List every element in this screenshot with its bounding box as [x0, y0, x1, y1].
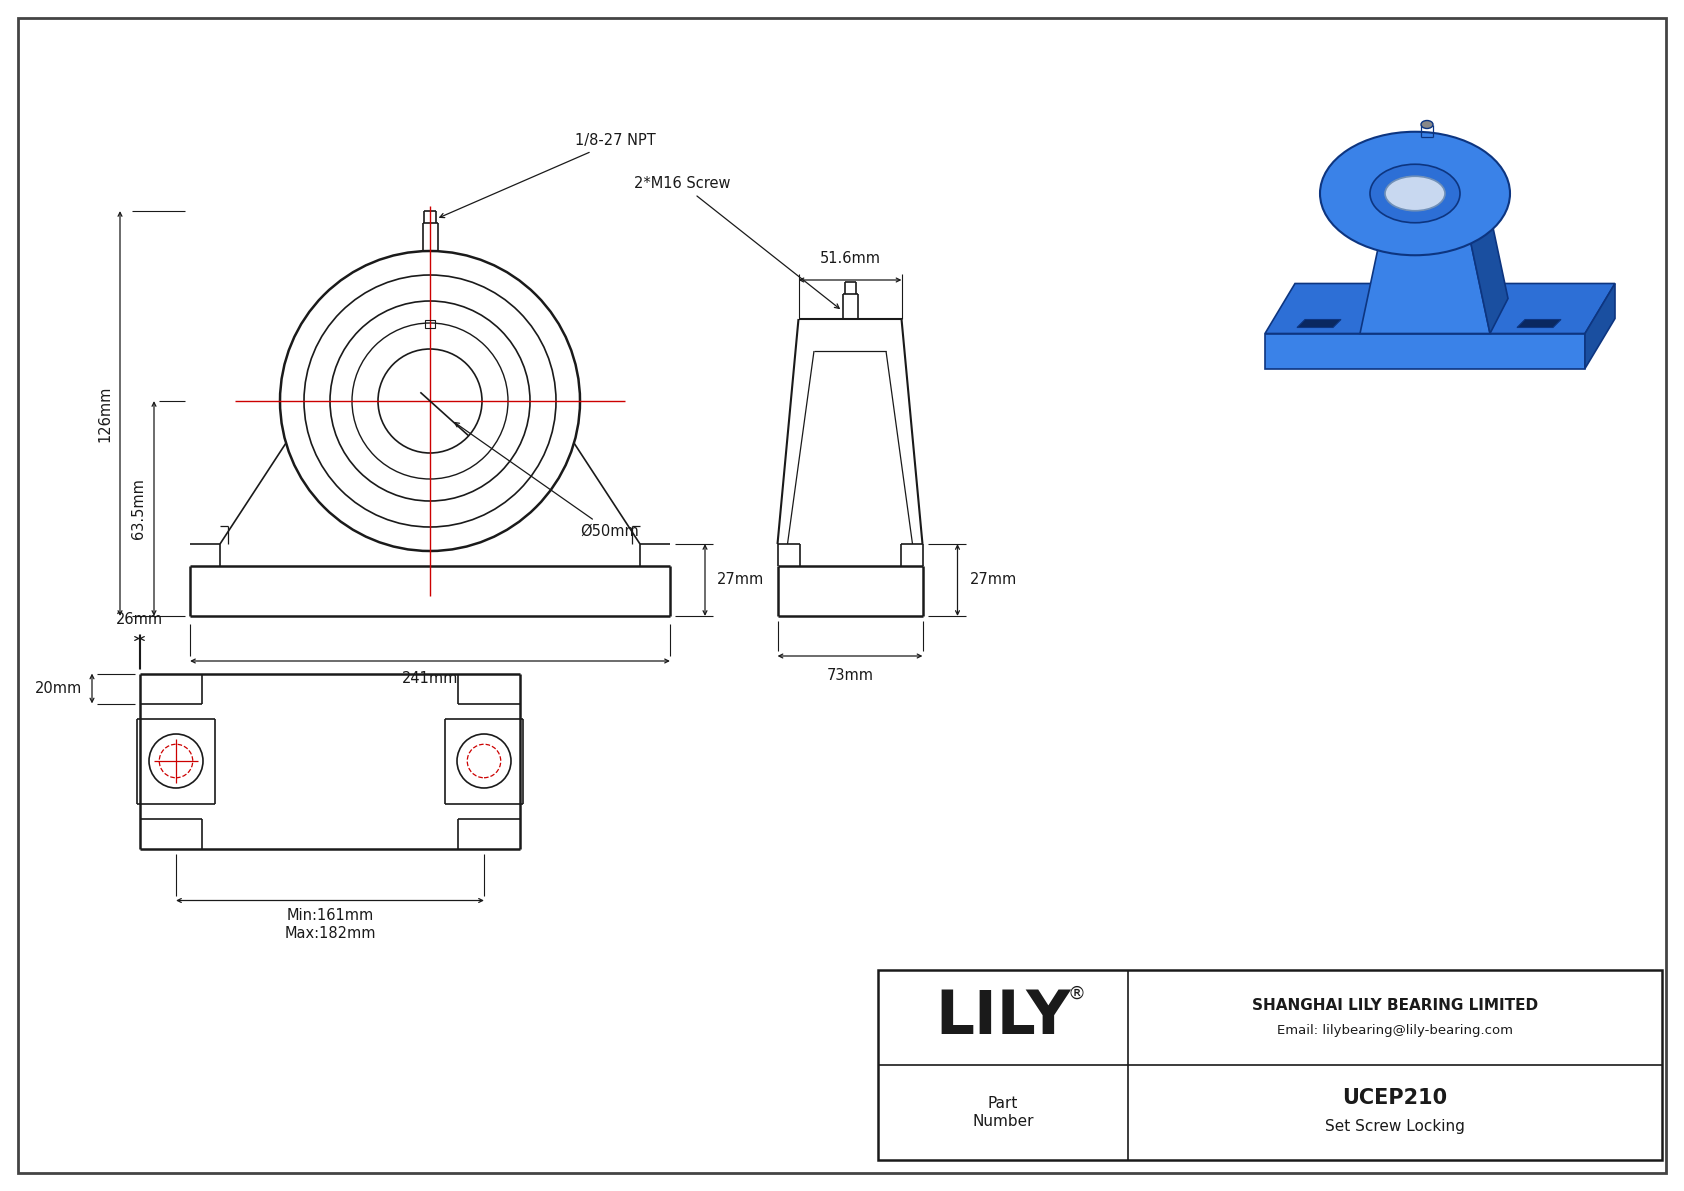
Text: 241mm: 241mm [402, 671, 458, 686]
Polygon shape [1265, 283, 1615, 333]
Text: Set Screw Locking: Set Screw Locking [1325, 1120, 1465, 1134]
Text: Email: lilybearing@lily-bearing.com: Email: lilybearing@lily-bearing.com [1276, 1024, 1512, 1037]
Text: 26mm: 26mm [116, 611, 163, 626]
Text: 27mm: 27mm [717, 573, 765, 587]
Polygon shape [1265, 333, 1585, 368]
Text: 27mm: 27mm [970, 573, 1017, 587]
Text: 20mm: 20mm [35, 681, 83, 696]
Polygon shape [1585, 283, 1615, 368]
Polygon shape [1462, 168, 1507, 333]
Text: SHANGHAI LILY BEARING LIMITED: SHANGHAI LILY BEARING LIMITED [1251, 998, 1537, 1014]
Text: Max:182mm: Max:182mm [285, 927, 376, 942]
Text: ®: ® [1068, 985, 1084, 1003]
Text: LILY: LILY [935, 989, 1071, 1047]
Text: 51.6mm: 51.6mm [820, 251, 881, 266]
Text: 1/8-27 NPT: 1/8-27 NPT [440, 133, 655, 218]
Bar [424, 320, 434, 328]
Polygon shape [1517, 319, 1561, 328]
Text: 126mm: 126mm [98, 386, 113, 442]
Polygon shape [1361, 204, 1490, 333]
Text: Ø50mm: Ø50mm [455, 423, 638, 538]
Ellipse shape [1421, 120, 1433, 129]
Ellipse shape [1371, 164, 1460, 223]
Ellipse shape [1384, 176, 1445, 211]
Text: Min:161mm: Min:161mm [286, 909, 374, 923]
Bar [877, 969, 1662, 1160]
Text: Part
Number: Part Number [972, 1096, 1034, 1129]
Ellipse shape [1320, 132, 1511, 255]
Text: 73mm: 73mm [827, 668, 874, 682]
Text: 2*M16 Screw: 2*M16 Screw [633, 176, 839, 308]
Text: 63.5mm: 63.5mm [131, 478, 147, 540]
Polygon shape [1297, 319, 1340, 328]
Text: UCEP210: UCEP210 [1342, 1089, 1448, 1109]
